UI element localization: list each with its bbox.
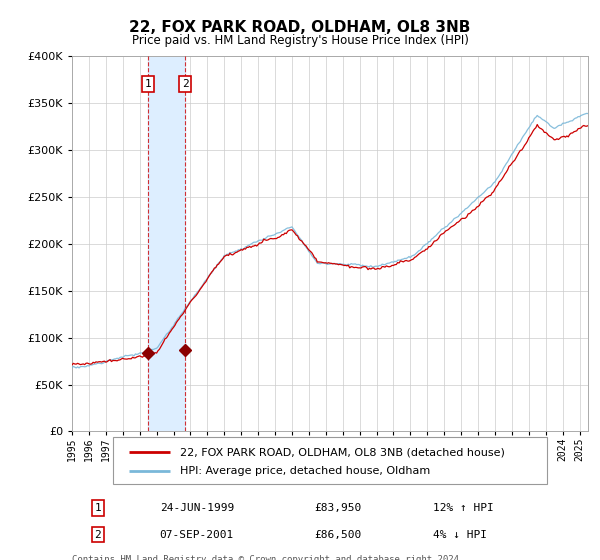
Text: Price paid vs. HM Land Registry's House Price Index (HPI): Price paid vs. HM Land Registry's House … <box>131 34 469 46</box>
Text: 2: 2 <box>94 530 101 540</box>
Text: 2: 2 <box>182 79 188 89</box>
Text: HPI: Average price, detached house, Oldham: HPI: Average price, detached house, Oldh… <box>181 466 431 476</box>
Text: 1: 1 <box>145 79 151 89</box>
Text: 1: 1 <box>94 503 101 513</box>
Text: 22, FOX PARK ROAD, OLDHAM, OL8 3NB (detached house): 22, FOX PARK ROAD, OLDHAM, OL8 3NB (deta… <box>181 447 505 458</box>
Bar <box>148 56 185 431</box>
Text: 24-JUN-1999: 24-JUN-1999 <box>160 503 234 513</box>
Text: 12% ↑ HPI: 12% ↑ HPI <box>433 503 494 513</box>
Text: £83,950: £83,950 <box>314 503 362 513</box>
Text: 4% ↓ HPI: 4% ↓ HPI <box>433 530 487 540</box>
Text: £86,500: £86,500 <box>314 530 362 540</box>
FancyBboxPatch shape <box>113 437 547 484</box>
Text: 22, FOX PARK ROAD, OLDHAM, OL8 3NB: 22, FOX PARK ROAD, OLDHAM, OL8 3NB <box>130 20 470 35</box>
Text: Contains HM Land Registry data © Crown copyright and database right 2024.
This d: Contains HM Land Registry data © Crown c… <box>72 554 464 560</box>
Text: 07-SEP-2001: 07-SEP-2001 <box>160 530 234 540</box>
